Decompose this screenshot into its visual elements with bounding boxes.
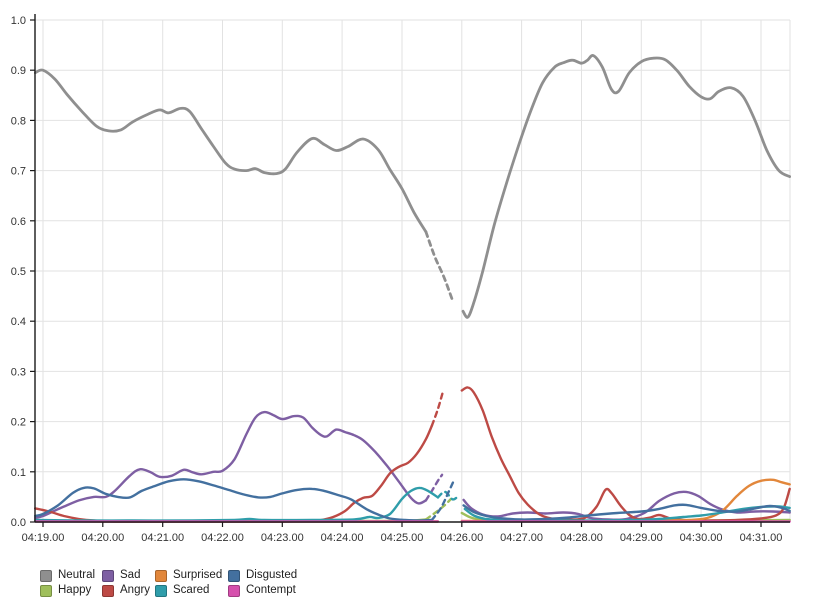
- series-line-sad: [34, 410, 428, 520]
- legend-label: Sad: [120, 569, 141, 581]
- legend-swatch-disgusted: [228, 569, 240, 582]
- y-axis-tick-label: 0.5: [11, 266, 26, 278]
- series-line-angry-dashed: [430, 391, 444, 427]
- legend-label: Contempt: [246, 584, 296, 596]
- legend-item-angry: Angry: [102, 584, 150, 597]
- y-axis-tick-label: 0.4: [11, 316, 26, 328]
- x-axis-tick-label: 04:19.00: [22, 532, 65, 544]
- legend-swatch-sad: [102, 569, 114, 582]
- series-line-disgusted: [462, 503, 791, 521]
- x-axis-tick-label: 04:23.00: [261, 532, 304, 544]
- x-axis-tick-label: 04:25.00: [381, 532, 424, 544]
- x-axis-tick-label: 04:27.00: [500, 532, 543, 544]
- y-axis-tick-label: 1.0: [11, 15, 26, 27]
- x-axis-tick-label: 04:26.00: [440, 532, 483, 544]
- series-lines: [34, 54, 791, 523]
- y-axis-tick-label: 0.9: [11, 65, 26, 77]
- legend-label: Scared: [173, 584, 210, 596]
- series-line-happy-dashed: [424, 497, 453, 521]
- y-axis-tick-label: 0.3: [11, 366, 26, 378]
- series-line-sad-dashed: [424, 473, 444, 502]
- legend-item-scared: Scared: [155, 584, 209, 597]
- legend-item-disgusted: Disgusted: [228, 569, 297, 582]
- y-axis-tick-label: 0.2: [11, 417, 26, 429]
- series-line-neutral-dashed: [424, 230, 455, 303]
- y-axis-tick-label: 0.8: [11, 115, 26, 127]
- series-line-sad: [462, 490, 791, 521]
- x-axis-tick-label: 04:24.00: [321, 532, 364, 544]
- x-axis-tick-label: 04:22.00: [201, 532, 244, 544]
- legend-swatch-happy: [40, 584, 52, 597]
- legend-swatch-neutral: [40, 569, 52, 582]
- series-line-angry: [460, 386, 791, 522]
- series-line-scared-dashed: [436, 490, 461, 501]
- legend-item-sad: Sad: [102, 569, 140, 582]
- legend-item-happy: Happy: [40, 584, 91, 597]
- legend-item-contempt: Contempt: [228, 584, 296, 597]
- legend-label: Neutral: [58, 569, 96, 581]
- series-line-disgusted-dashed: [430, 477, 456, 522]
- x-axis-tick-label: 04:28.00: [560, 532, 603, 544]
- legend-label: Happy: [58, 584, 92, 596]
- legend-item-surprised: Surprised: [155, 569, 222, 582]
- legend-swatch-scared: [155, 584, 167, 597]
- legend-label: Angry: [120, 584, 151, 596]
- x-axis-tick-label: 04:29.00: [620, 532, 663, 544]
- axes: [30, 14, 790, 527]
- y-axis-tick-label: 0.1: [11, 467, 26, 479]
- x-axis-tick-label: 04:21.00: [141, 532, 184, 544]
- legend-swatch-contempt: [228, 584, 240, 597]
- series-line-angry: [34, 424, 434, 523]
- legend-swatch-surprised: [155, 569, 167, 582]
- x-axis-tick-label: 04:30.00: [680, 532, 723, 544]
- x-axis-tick-label: 04:20.00: [81, 532, 124, 544]
- series-line-disgusted: [34, 478, 434, 522]
- legend-label: Surprised: [173, 569, 223, 581]
- y-axis-tick-label: 0.7: [11, 166, 26, 178]
- y-axis-tick-label: 0.0: [11, 517, 26, 529]
- gridlines: [35, 19, 791, 523]
- series-line-neutral: [34, 68, 428, 234]
- legend-label: Disgusted: [246, 569, 298, 581]
- legend-item-neutral: Neutral: [40, 569, 95, 582]
- legend-swatch-angry: [102, 584, 114, 597]
- axis-labels: 1.0 0.9 0.8 0.7 0.6 0.5 0.4 0.3 0.2 0.1 0.0 04:19.0…: [11, 15, 783, 544]
- y-axis-tick-label: 0.6: [11, 216, 26, 228]
- x-axis-tick-label: 04:31.00: [740, 532, 783, 544]
- series-line-neutral: [461, 54, 791, 319]
